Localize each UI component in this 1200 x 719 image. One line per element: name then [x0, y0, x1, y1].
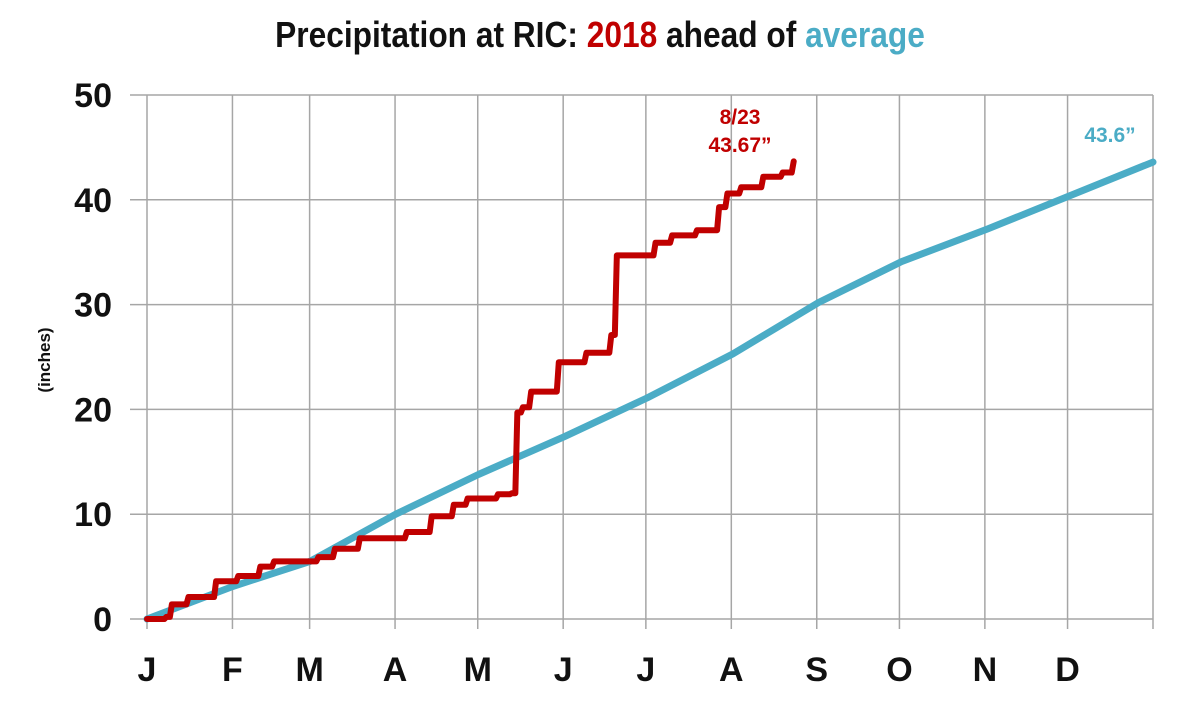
x-tick-label: M — [295, 651, 323, 689]
annotation-2018-date: 8/23 — [720, 106, 761, 129]
x-tick-label: O — [886, 651, 912, 689]
y-tick-label: 50 — [74, 77, 112, 115]
title-average: average — [805, 14, 925, 55]
annotation-average-value: 43.6” — [1084, 124, 1135, 147]
x-tick-label: J — [138, 651, 157, 689]
x-tick-label: J — [554, 651, 573, 689]
x-tick-label: F — [222, 651, 243, 689]
y-tick-label: 20 — [74, 391, 112, 429]
y-tick-label: 30 — [74, 287, 112, 325]
title-part: ahead of — [657, 14, 806, 55]
y-axis-label: (inches) — [35, 327, 54, 392]
x-tick-label: J — [636, 651, 655, 689]
x-tick-label: A — [383, 651, 408, 689]
x-tick-label: D — [1055, 651, 1080, 689]
grid — [130, 94, 1154, 629]
y-tick-label: 0 — [93, 601, 112, 639]
title-part: Precipitation at RIC: — [275, 14, 587, 55]
y-tick-label: 10 — [74, 496, 112, 534]
x-tick-label: S — [805, 651, 828, 689]
title-year: 2018 — [586, 14, 658, 55]
annotation-2018-value: 43.67” — [708, 134, 771, 157]
series-line-average — [143, 158, 1157, 623]
x-tick-label: N — [973, 651, 998, 689]
chart-title: Precipitation at RIC: 2018 ahead of aver… — [72, 14, 1128, 56]
x-tick-label: M — [464, 651, 492, 689]
y-tick-labels: 0 10 20 30 40 50 — [74, 77, 112, 639]
y-tick-label: 40 — [74, 182, 112, 220]
x-tick-label: A — [719, 651, 744, 689]
series-lines — [143, 158, 1157, 623]
series-line-2018 — [144, 158, 797, 622]
